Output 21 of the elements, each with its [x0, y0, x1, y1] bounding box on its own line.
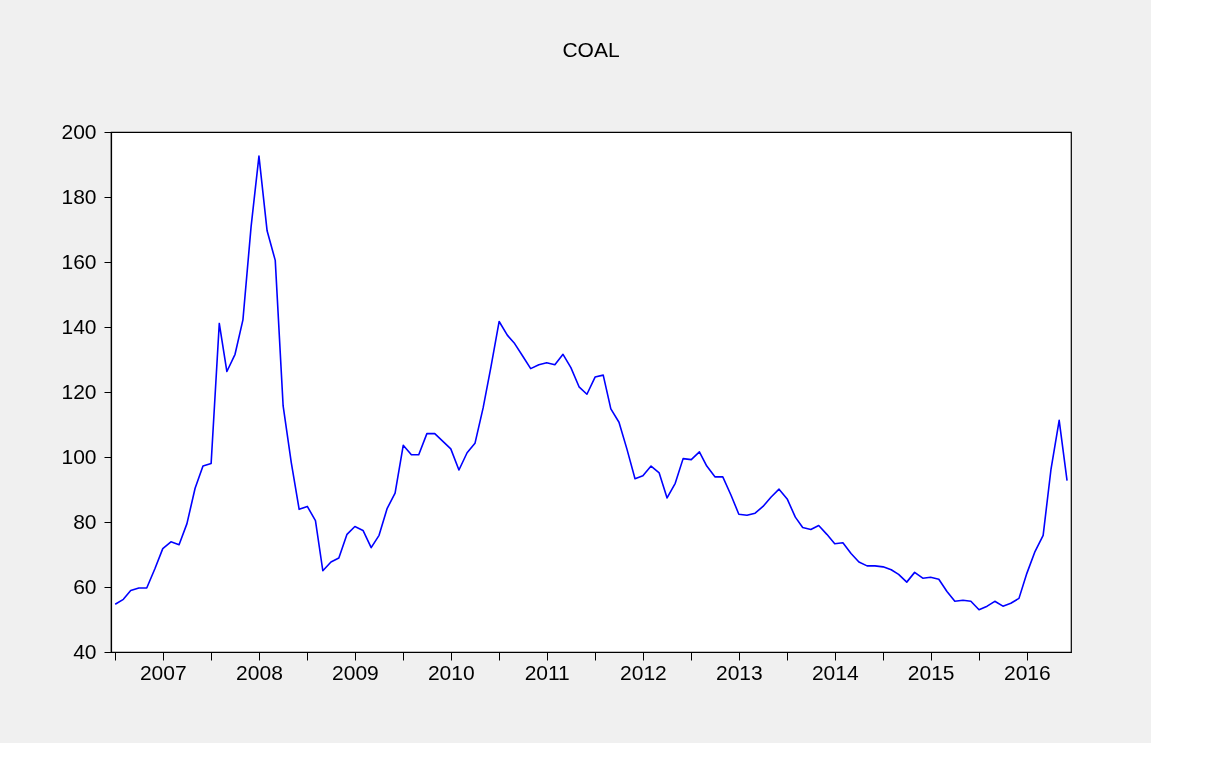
- x-tick-label: 2008: [236, 660, 283, 684]
- y-tick-label: 160: [61, 249, 97, 273]
- y-tick-label: 140: [61, 314, 97, 338]
- x-tick-label: 2009: [332, 660, 379, 684]
- y-tick-label: 40: [73, 639, 97, 663]
- y-tick-label: 80: [73, 509, 97, 533]
- chart-title: COAL: [562, 38, 620, 61]
- x-tick-label: 2007: [139, 660, 187, 684]
- x-tick-label: 2011: [524, 660, 570, 684]
- x-tick-label: 2014: [811, 660, 859, 684]
- x-tick-label: 2013: [715, 660, 763, 684]
- x-tick-label: 2016: [1003, 660, 1051, 684]
- x-tick-label: 2010: [427, 660, 475, 684]
- y-tick-label: 100: [61, 444, 97, 468]
- y-tick-label: 60: [73, 574, 97, 598]
- x-tick-label: 2012: [620, 660, 667, 684]
- y-tick-label: 180: [61, 184, 97, 208]
- line-series: [114, 155, 1068, 611]
- y-tick-label: 120: [61, 379, 97, 403]
- y-tick-label: 200: [61, 119, 97, 143]
- x-tick-label: 2015: [907, 660, 955, 684]
